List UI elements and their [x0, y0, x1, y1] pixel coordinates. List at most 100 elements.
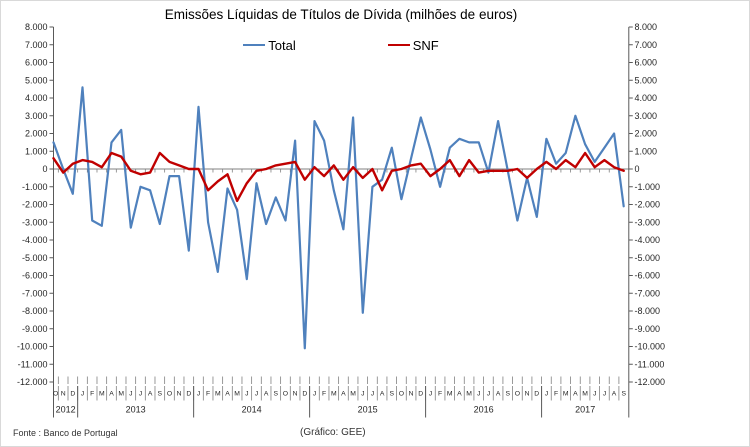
month-label: N — [61, 391, 66, 398]
y-axis-label: 3.000 — [25, 111, 48, 121]
month-label: J — [545, 391, 548, 398]
chart-title: Emissões Líquidas de Títulos de Dívida (… — [164, 7, 518, 22]
y-axis-label: -1.000 — [22, 182, 48, 192]
month-label: D — [418, 391, 423, 398]
y-axis-label: -7.000 — [22, 288, 48, 298]
month-label: S — [621, 391, 626, 398]
y-axis-label: -8.000 — [22, 306, 48, 316]
y-axis-label: 1.000 — [25, 146, 48, 156]
month-label: J — [245, 391, 248, 398]
y-axis-label: 5.000 — [25, 75, 48, 85]
month-label: A — [148, 391, 153, 398]
y-axis-label: 7.000 — [635, 40, 658, 50]
y-axis-label: -1.000 — [635, 182, 661, 192]
y-axis-label: 0 — [635, 164, 640, 174]
y-axis-label: -4.000 — [635, 235, 661, 245]
month-label: A — [380, 391, 385, 398]
y-axis-label: -9.000 — [635, 324, 661, 334]
y-axis-label: -4.000 — [22, 235, 48, 245]
series-line-snf — [52, 151, 625, 203]
y-axis-label: -6.000 — [22, 271, 48, 281]
legend-item-total: Total — [243, 37, 296, 53]
year-label: 2016 — [474, 405, 494, 415]
month-label: J — [371, 391, 374, 398]
legend-label-snf: SNF — [412, 37, 439, 53]
month-label: J — [477, 391, 480, 398]
month-label: M — [350, 391, 356, 398]
month-label: A — [225, 391, 230, 398]
y-axis-label: -6.000 — [635, 271, 661, 281]
month-label: M — [582, 391, 588, 398]
month-label: M — [563, 391, 569, 398]
month-label: N — [409, 391, 414, 398]
month-label: N — [177, 391, 182, 398]
chart-legend: Total SNF — [53, 37, 629, 53]
month-label: J — [313, 391, 316, 398]
y-axis-label: -9.000 — [22, 324, 48, 334]
month-label: A — [264, 391, 269, 398]
month-label: M — [331, 391, 337, 398]
month-label: M — [118, 391, 124, 398]
y-axis-label: -12.000 — [635, 377, 666, 387]
month-label: M — [466, 391, 472, 398]
y-axis-label: -10.000 — [17, 342, 48, 352]
month-label: J — [593, 391, 596, 398]
month-label: D — [70, 391, 75, 398]
month-label: F — [206, 391, 210, 398]
month-label: D — [186, 391, 191, 398]
month-label: J — [197, 391, 200, 398]
month-label: M — [99, 391, 105, 398]
month-label: A — [341, 391, 346, 398]
legend-line-sample-total — [243, 43, 266, 47]
y-axis-label: -12.000 — [17, 377, 48, 387]
month-label: A — [457, 391, 462, 398]
month-label: A — [496, 391, 501, 398]
year-label: 2015 — [358, 405, 378, 415]
month-label: S — [274, 391, 279, 398]
month-label: J — [429, 391, 432, 398]
y-axis-label: 2.000 — [635, 129, 658, 139]
legend-item-snf: SNF — [387, 37, 439, 53]
y-axis-label: 0 — [42, 164, 47, 174]
month-label: F — [554, 391, 558, 398]
y-axis-label: 5.000 — [635, 75, 658, 85]
month-label: O — [399, 391, 404, 398]
month-label: S — [158, 391, 163, 398]
month-label: M — [447, 391, 453, 398]
y-axis-label: 7.000 — [25, 40, 48, 50]
y-axis-label: -8.000 — [635, 306, 661, 316]
month-label: A — [612, 391, 617, 398]
month-label: N — [525, 391, 530, 398]
legend-line-sample-snf — [387, 43, 410, 47]
source-note: Fonte : Banco de Portugal — [13, 428, 118, 438]
y-axis-label: 8.000 — [635, 22, 658, 32]
month-label: M — [215, 391, 221, 398]
legend-label-total: Total — [268, 37, 296, 53]
month-label: O — [167, 391, 172, 398]
month-label: F — [90, 391, 94, 398]
y-axis-label: 3.000 — [635, 111, 658, 121]
y-axis-label: -10.000 — [635, 342, 666, 352]
year-label: 2014 — [242, 405, 262, 415]
y-axis-label: 4.000 — [25, 93, 48, 103]
y-axis-label: -11.000 — [18, 359, 48, 369]
month-label: J — [361, 391, 364, 398]
month-label: M — [234, 391, 240, 398]
month-label: S — [505, 391, 510, 398]
month-label: J — [81, 391, 84, 398]
y-axis-label: -2.000 — [635, 200, 661, 210]
y-axis-label: 6.000 — [635, 58, 658, 68]
credit-note: (Gráfico: GEE) — [300, 427, 366, 438]
y-axis-label: -3.000 — [635, 217, 661, 227]
month-label: J — [603, 391, 606, 398]
month-label: O — [53, 391, 58, 398]
year-label: 2012 — [56, 405, 76, 415]
y-axis-label: 4.000 — [635, 93, 658, 103]
y-axis-label: -5.000 — [635, 253, 661, 263]
month-label: S — [390, 391, 395, 398]
y-axis-label: 1.000 — [635, 146, 658, 156]
y-axis-label: -2.000 — [22, 200, 48, 210]
series-line-total — [52, 86, 625, 350]
